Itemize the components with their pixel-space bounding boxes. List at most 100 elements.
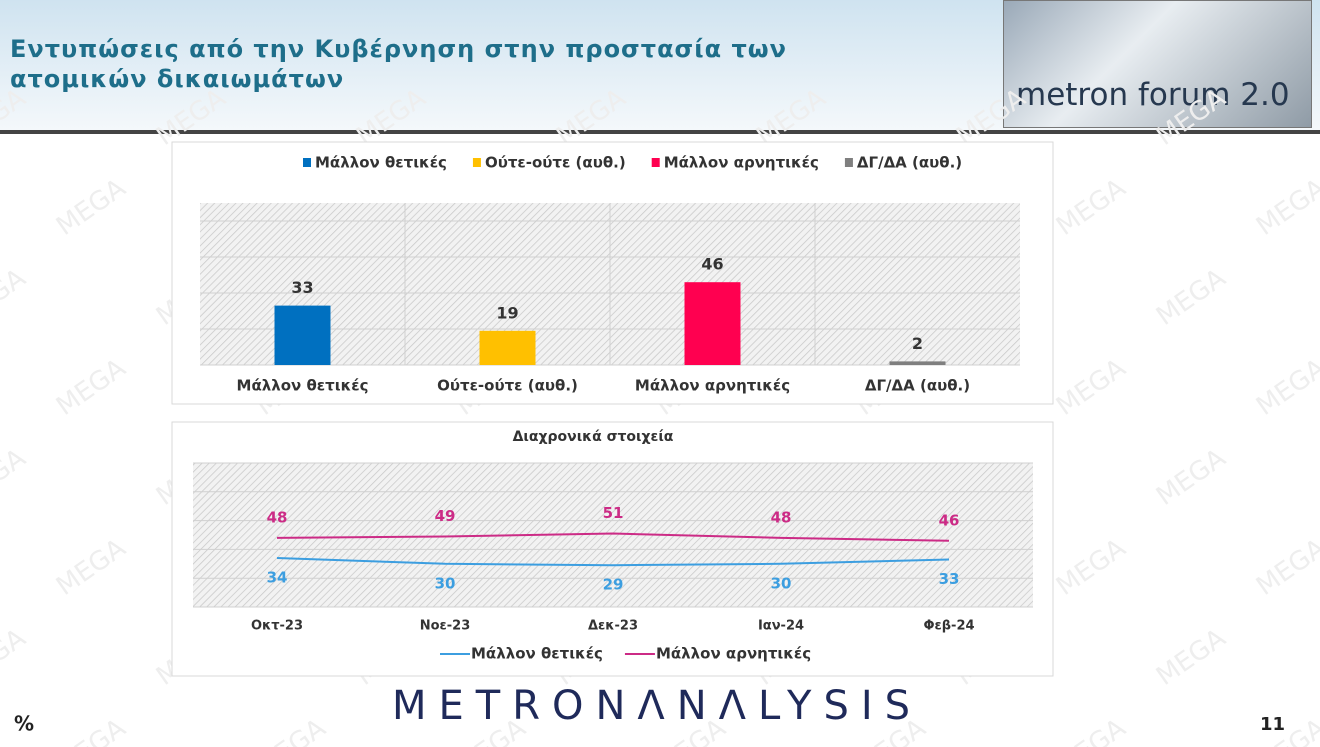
watermark: MEGA — [751, 263, 831, 332]
data-label: 2 — [912, 334, 923, 353]
watermark: MEGA — [0, 623, 31, 692]
legend-swatch — [303, 158, 311, 167]
data-label: 48 — [771, 508, 792, 526]
x-tick-label: Φεβ-24 — [923, 619, 974, 634]
watermark: MEGA — [251, 353, 331, 422]
legend-label: Μάλλον αρνητικές — [656, 645, 811, 663]
watermark: MEGA — [551, 443, 631, 512]
watermark: MEGA — [51, 173, 131, 242]
x-tick-label: Ούτε-ούτε (αυθ.) — [437, 377, 578, 395]
watermark: MEGA — [1151, 443, 1231, 512]
x-tick-label: Μάλλον αρνητικές — [635, 377, 790, 395]
legend-swatch — [651, 158, 660, 167]
watermark: MEGA — [851, 533, 931, 602]
watermark: MEGA — [1151, 263, 1231, 332]
watermark: MEGA — [451, 533, 531, 602]
watermark: MEGA — [351, 443, 431, 512]
watermark: MEGA — [1051, 173, 1131, 242]
page-number: 11 — [1260, 714, 1285, 735]
x-tick-label: ΔΓ/ΔΑ (αυθ.) — [865, 377, 970, 395]
watermark: MEGA — [551, 263, 631, 332]
legend-label: Μάλλον αρνητικές — [664, 154, 819, 172]
watermark: MEGA — [251, 173, 331, 242]
watermark: MEGA — [251, 713, 331, 747]
watermark: MEGA — [1051, 713, 1131, 747]
legend-label: Ούτε-ούτε (αυθ.) — [485, 154, 626, 172]
series-line — [276, 532, 950, 542]
title: Εντυπώσεις από την Κυβέρνηση στην προστα… — [10, 35, 787, 93]
watermark: MEGA — [651, 533, 731, 602]
data-label: 46 — [939, 511, 960, 529]
watermark: MEGA — [351, 623, 431, 692]
watermark: MEGA — [251, 533, 331, 602]
watermark: MEGA — [1251, 533, 1320, 602]
header: Εντυπώσεις από την Κυβέρνηση στην προστα… — [0, 0, 1320, 134]
data-label: 29 — [603, 576, 624, 594]
watermark: MEGA — [451, 353, 531, 422]
watermark: MEGA — [851, 173, 931, 242]
series-line — [276, 557, 950, 567]
plot-area — [193, 463, 1033, 607]
x-tick-label: Οκτ-23 — [251, 619, 303, 634]
watermark: MEGA — [651, 713, 731, 747]
watermark: MEGA — [51, 713, 131, 747]
watermark: MEGA — [0, 263, 31, 332]
unit: % — [14, 712, 34, 736]
watermark: MEGA — [651, 353, 731, 422]
chart-title: Διαχρονικά στοιχεία — [513, 429, 674, 445]
data-label: 33 — [939, 570, 960, 588]
data-label: 48 — [267, 508, 288, 526]
plot-area — [200, 203, 1020, 365]
watermark: MEGA — [651, 173, 731, 242]
data-label: 46 — [701, 255, 723, 274]
chart-box — [171, 421, 1054, 677]
watermark: MEGA — [451, 173, 531, 242]
data-label: 30 — [435, 574, 456, 592]
data-label: 33 — [291, 278, 313, 297]
x-tick-label: Ιαν-24 — [758, 619, 804, 634]
legend-label: Μάλλον θετικές — [315, 154, 447, 172]
x-tick-label: Μάλλον θετικές — [237, 377, 369, 395]
legend-swatch — [472, 158, 481, 167]
watermark: MEGA — [951, 263, 1031, 332]
logo-text: metron forum 2.0 — [1016, 77, 1290, 113]
watermark: MEGA — [951, 623, 1031, 692]
legend-label: Μάλλον θετικές — [471, 645, 603, 663]
watermark: MEGA — [1251, 353, 1320, 422]
watermark: MEGA — [1251, 173, 1320, 242]
watermark: MEGA — [51, 533, 131, 602]
watermark: MEGA — [751, 443, 831, 512]
bar — [479, 330, 536, 365]
chart-box — [171, 141, 1054, 405]
x-tick-label: Δεκ-23 — [588, 619, 638, 634]
watermark: MEGA — [151, 263, 231, 332]
watermark: MEGA — [451, 713, 531, 747]
watermark: MEGA — [1051, 353, 1131, 422]
watermark: MEGA — [0, 443, 31, 512]
x-tick-label: Νοε-23 — [420, 619, 471, 634]
legend-swatch — [844, 158, 853, 167]
brand: METRONΛNΛLYSIS — [392, 683, 922, 729]
bar — [274, 305, 331, 365]
data-label: 49 — [435, 507, 456, 525]
data-label: 34 — [267, 569, 288, 587]
legend-label: ΔΓ/ΔΑ (αυθ.) — [857, 154, 962, 172]
watermark: MEGA — [351, 263, 431, 332]
logo: metron forum 2.0 — [1003, 0, 1312, 128]
watermark: MEGA — [951, 443, 1031, 512]
watermark: MEGA — [851, 353, 931, 422]
watermark: MEGA — [151, 443, 231, 512]
watermark: MEGA — [51, 353, 131, 422]
watermark: MEGA — [151, 623, 231, 692]
data-label: 51 — [603, 504, 624, 522]
watermark: MEGA — [851, 713, 931, 747]
watermark: MEGA — [751, 623, 831, 692]
data-label: 19 — [496, 303, 518, 322]
watermark: MEGA — [551, 623, 631, 692]
watermark: MEGA — [1151, 623, 1231, 692]
watermark: MEGA — [1251, 713, 1320, 747]
watermark: MEGA — [1051, 533, 1131, 602]
bar — [684, 282, 741, 365]
data-label: 30 — [771, 574, 792, 592]
